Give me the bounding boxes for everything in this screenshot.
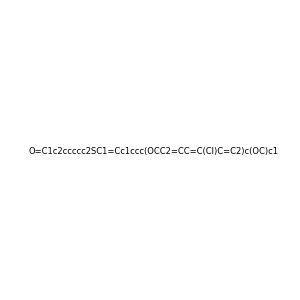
- Text: O=C1c2ccccc2SC1=Cc1ccc(OCC2=CC=C(Cl)C=C2)c(OC)c1: O=C1c2ccccc2SC1=Cc1ccc(OCC2=CC=C(Cl)C=C2…: [29, 147, 279, 156]
